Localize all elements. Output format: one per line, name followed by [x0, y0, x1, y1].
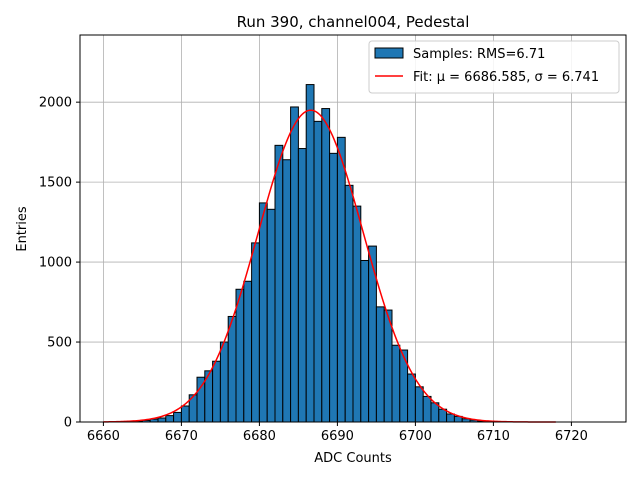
histogram-bar: [305, 84, 315, 423]
histogram-bar: [336, 136, 346, 423]
histogram-bar: [360, 259, 370, 423]
y-tick-label: 2000: [39, 96, 72, 111]
histogram-bar: [321, 108, 331, 423]
histogram-bar: [258, 202, 268, 423]
histogram-bar: [290, 106, 299, 423]
y-tick-label: 500: [47, 336, 72, 351]
histogram-bar: [297, 148, 307, 423]
x-tick-label: 6680: [243, 429, 276, 444]
histogram-bar: [274, 144, 284, 423]
x-axis-ticks: 6660 6670 6680 6690 6700 6710 6720: [87, 422, 588, 444]
histogram-bar: [391, 344, 401, 423]
x-axis-label: ADC Counts: [314, 451, 392, 466]
legend: Samples: RMS=6.71 Fit: μ = 6686.585, σ =…: [368, 40, 620, 94]
legend-box: [368, 40, 620, 94]
y-axis-label: Entries: [15, 206, 30, 252]
histogram-bars: [118, 84, 510, 423]
histogram-bar: [282, 159, 292, 423]
histogram-bar: [235, 288, 245, 423]
histogram-bar: [212, 360, 221, 423]
histogram-bar: [414, 386, 424, 423]
histogram-bar: [422, 395, 432, 423]
fit-curve: [103, 109, 556, 423]
plot-frame: [79, 34, 627, 423]
x-tick-label: 6720: [555, 429, 588, 444]
histogram-bar: [407, 373, 416, 423]
x-tick-label: 6700: [399, 429, 432, 444]
y-tick-label: 1000: [39, 256, 72, 271]
x-tick-label: 6690: [321, 429, 354, 444]
x-tick-label: 6710: [477, 429, 510, 444]
x-tick-label: 6660: [87, 429, 120, 444]
histogram-bar: [251, 242, 260, 423]
y-tick-label: 1500: [39, 176, 72, 191]
legend-swatch-samples: [374, 47, 404, 59]
x-tick-label: 6670: [165, 429, 198, 444]
histogram-bar: [446, 413, 455, 423]
histogram-bar: [344, 184, 354, 423]
y-axis-ticks: 0 500 1000 1500 2000: [39, 96, 80, 431]
histogram-bar: [157, 417, 167, 423]
histogram-bar: [352, 205, 362, 423]
histogram-bar: [313, 120, 323, 423]
histogram-bar: [180, 405, 190, 423]
legend-label-samples: Samples: RMS=6.71: [413, 47, 545, 62]
y-tick-label: 0: [64, 416, 72, 431]
histogram-bar: [219, 341, 229, 423]
histogram-bar: [375, 306, 385, 423]
histogram-bar: [165, 415, 175, 423]
histogram-bar: [329, 152, 338, 423]
histogram-bar: [173, 411, 182, 423]
legend-label-fit: Fit: μ = 6686.585, σ = 6.741: [413, 70, 599, 85]
histogram-bar: [383, 309, 393, 423]
chart-title: Run 390, channel004, Pedestal: [237, 13, 470, 31]
histogram-bar: [243, 280, 253, 423]
histogram-bar: [227, 315, 237, 423]
histogram-bar: [266, 208, 276, 423]
